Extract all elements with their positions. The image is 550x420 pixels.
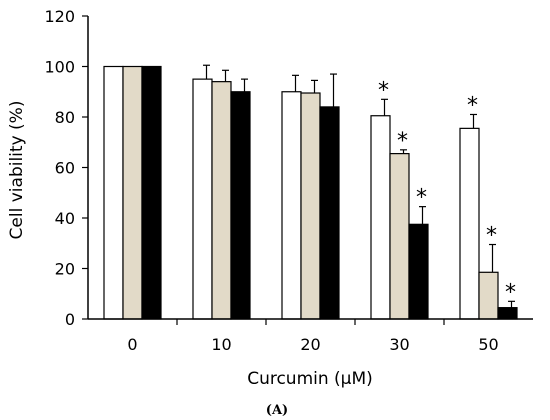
y-tick-label: 20 bbox=[55, 260, 75, 279]
significance-asterisk: * bbox=[486, 224, 497, 249]
x-axis-title: Curcumin (μM) bbox=[247, 369, 373, 389]
x-tick-label: 20 bbox=[300, 335, 320, 354]
x-tick-label: 30 bbox=[389, 335, 409, 354]
bar bbox=[497, 307, 518, 320]
significance-asterisk: * bbox=[467, 93, 478, 118]
y-tick-label: 80 bbox=[55, 108, 75, 127]
bar bbox=[370, 115, 391, 320]
x-tick-label: 50 bbox=[478, 335, 498, 354]
bar bbox=[103, 65, 124, 320]
bar bbox=[211, 81, 232, 320]
bar bbox=[319, 106, 340, 320]
y-tick-label: 100 bbox=[44, 58, 75, 77]
error-bars bbox=[203, 64, 515, 308]
significance-asterisk: * bbox=[416, 186, 427, 211]
bar bbox=[281, 91, 302, 320]
bar bbox=[459, 127, 480, 320]
bar bbox=[141, 65, 162, 320]
y-tick-label: 0 bbox=[65, 310, 75, 329]
y-tick-label: 60 bbox=[55, 159, 75, 178]
bar bbox=[478, 271, 499, 320]
y-axis-title: Cell viability (%) bbox=[7, 101, 27, 240]
y-tick-label: 120 bbox=[44, 7, 75, 26]
panel-label: (A) bbox=[266, 403, 288, 418]
x-tick-label: 10 bbox=[211, 335, 231, 354]
bar bbox=[122, 65, 143, 320]
bar-series bbox=[103, 65, 518, 320]
significance-asterisk: * bbox=[397, 129, 408, 154]
x-tick-label: 0 bbox=[127, 335, 137, 354]
x-axis-ticks: 0 10 20 30 50 bbox=[127, 319, 499, 354]
bar bbox=[389, 153, 410, 320]
significance-asterisk: * bbox=[378, 78, 389, 103]
bar bbox=[300, 92, 321, 320]
significance-asterisk: * bbox=[505, 280, 516, 305]
bar bbox=[408, 223, 429, 320]
bar bbox=[230, 91, 251, 320]
y-axis-ticks: 0 20 40 60 80 100 120 bbox=[44, 7, 88, 329]
bar bbox=[192, 78, 213, 320]
y-tick-label: 40 bbox=[55, 209, 75, 228]
significance-markers: * * * * * * bbox=[378, 78, 516, 305]
